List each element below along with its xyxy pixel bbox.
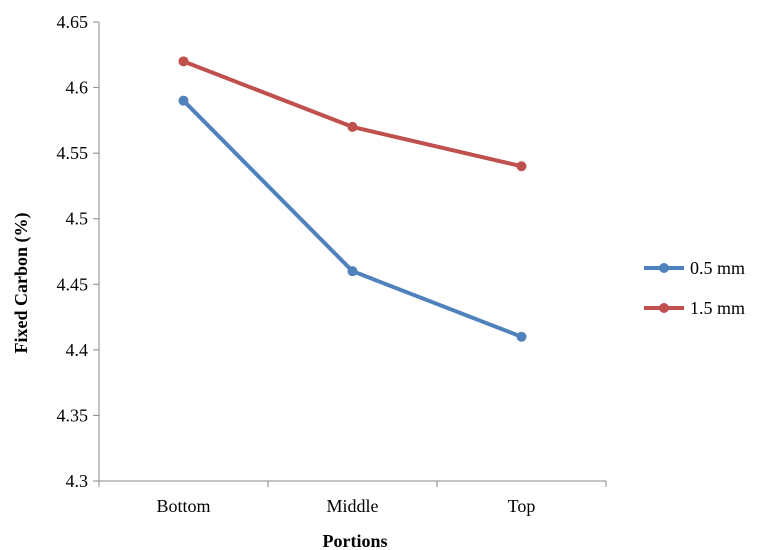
x-tick-label: Middle bbox=[327, 496, 379, 516]
legend: 0.5 mm 1.5 mm bbox=[644, 258, 745, 318]
y-tick-label: 4.3 bbox=[66, 471, 89, 491]
data-point bbox=[516, 161, 527, 172]
y-axis-ticks: 4.3 4.35 4.4 4.45 4.5 4.55 4.6 4.65 bbox=[57, 12, 99, 491]
y-tick-label: 4.35 bbox=[57, 405, 89, 425]
y-tick-label: 4.4 bbox=[66, 340, 89, 360]
data-point bbox=[178, 56, 189, 67]
legend-swatch-marker bbox=[659, 303, 669, 313]
legend-label: 1.5 mm bbox=[690, 298, 745, 318]
series-group bbox=[178, 56, 527, 342]
y-axis-title: Fixed Carbon (%) bbox=[11, 213, 32, 354]
legend-swatch-marker bbox=[659, 263, 669, 273]
x-tick-label: Top bbox=[508, 496, 536, 516]
y-tick-label: 4.65 bbox=[57, 12, 89, 32]
y-tick-label: 4.55 bbox=[57, 143, 89, 163]
y-tick-label: 4.45 bbox=[57, 274, 89, 294]
data-point bbox=[347, 121, 358, 132]
data-point bbox=[178, 95, 189, 106]
y-tick-label: 4.5 bbox=[66, 209, 89, 229]
x-axis-title: Portions bbox=[323, 531, 388, 550]
y-tick-label: 4.6 bbox=[66, 78, 89, 98]
series-line bbox=[181, 98, 524, 339]
x-tick-label: Bottom bbox=[156, 496, 210, 516]
data-point bbox=[516, 331, 527, 342]
legend-label: 0.5 mm bbox=[690, 258, 745, 278]
data-point bbox=[347, 266, 358, 277]
x-axis-ticks: Bottom Middle Top bbox=[98, 481, 607, 516]
